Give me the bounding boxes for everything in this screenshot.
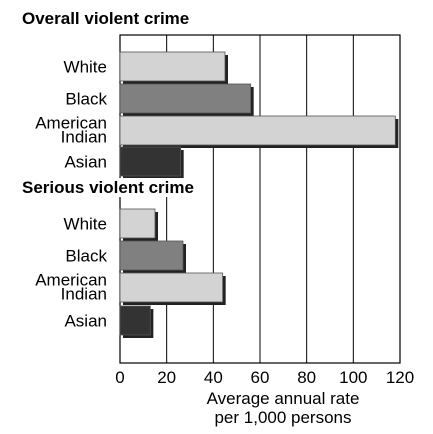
category-label-panel2-white: White [64, 215, 107, 234]
bar-panel2-black [119, 240, 184, 271]
category-label-line: Indian [61, 285, 107, 304]
x-axis-title-line: Average annual rate [207, 389, 360, 408]
panel-2-title-background [20, 178, 196, 197]
x-tick-label-20: 20 [157, 368, 176, 387]
x-axis-title: Average annual rate per 1,000 persons [207, 389, 360, 427]
x-tick-label-0: 0 [115, 368, 124, 387]
panel-1-title: Overall violent crime [22, 9, 189, 28]
category-label-line: American [35, 114, 107, 133]
bar-panel2-asian [119, 305, 151, 336]
category-label-panel2-asian: Asian [64, 312, 107, 331]
category-label-panel1-white: White [64, 58, 107, 77]
bar-panel1-american-indian [119, 115, 396, 146]
panel-2-title: Serious violent crime [22, 178, 194, 197]
category-label-line: Indian [61, 128, 107, 147]
panel-1-title-background [20, 9, 192, 28]
bar-panel1-white [119, 51, 226, 82]
category-label-panel1-black: Black [65, 90, 107, 109]
category-label-panel1-american-indian: American Indian [35, 114, 107, 147]
category-label-panel2-black: Black [65, 247, 107, 266]
x-axis-title-line: per 1,000 persons [214, 408, 351, 427]
x-tick-label-40: 40 [204, 368, 223, 387]
x-tick-label-80: 80 [297, 368, 316, 387]
bar-panel2-white [119, 208, 156, 239]
x-tick-label-120: 120 [386, 368, 414, 387]
category-label-line: American [35, 271, 107, 290]
bar-panel1-asian [119, 146, 182, 177]
x-tick-label-60: 60 [251, 368, 270, 387]
x-tick-label-100: 100 [339, 368, 367, 387]
category-label-panel1-asian: Asian [64, 153, 107, 172]
bar-panel1-black [119, 83, 252, 114]
category-label-panel2-american-indian: American Indian [35, 271, 107, 304]
bar-panel2-american-indian [119, 272, 224, 303]
